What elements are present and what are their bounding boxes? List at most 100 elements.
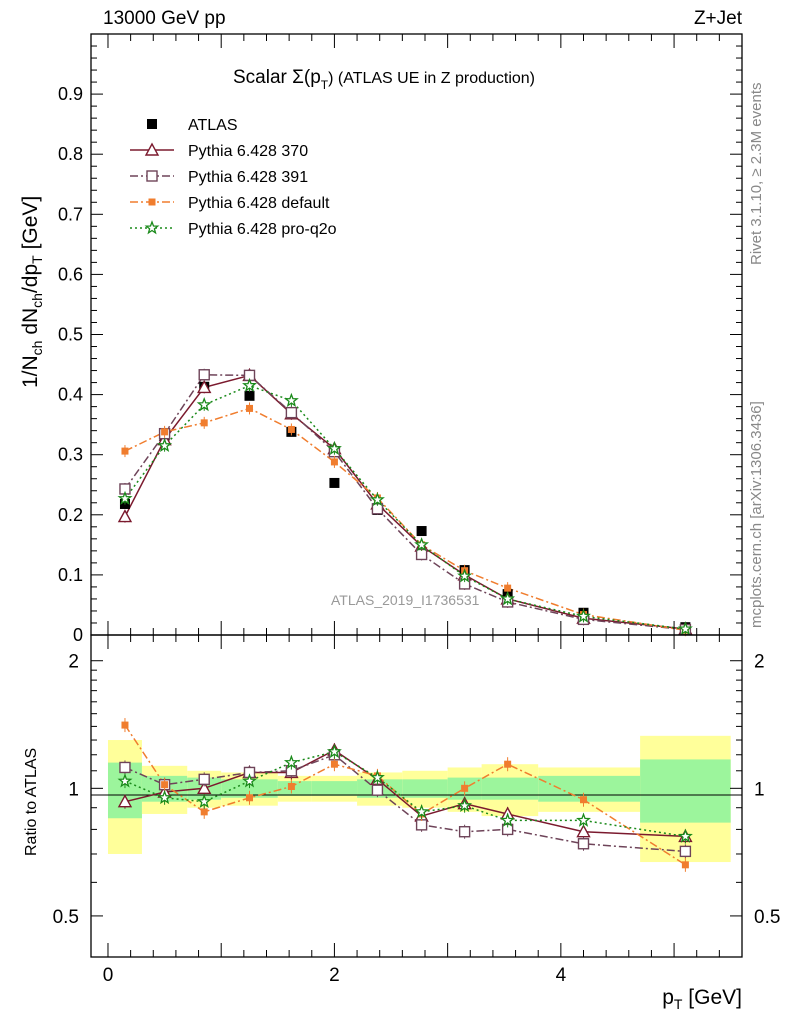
source-label: mcplots.cern.ch [arXiv:1306.3436] (748, 401, 765, 628)
series-1-ratio-line (124, 749, 686, 838)
ratio-y-tick-label: 2 (68, 652, 79, 673)
series-2-point (415, 548, 428, 561)
legend-series-3-label: Pythia 6.428 default (188, 195, 330, 212)
series-3-ratio-point (246, 794, 254, 802)
ratio-band-inner (311, 781, 358, 796)
legend-series-4-label: Pythia 6.428 pro-q2o (188, 221, 337, 238)
chart-title-main: Scalar Σ(p (233, 67, 321, 88)
series-1-ratio-point (197, 780, 212, 795)
series-2-ratio-point (679, 845, 692, 858)
legend-series-0-marker (147, 119, 157, 129)
series-4-point (677, 621, 693, 636)
series-2-ratio-point (119, 761, 131, 774)
series-4-point (457, 568, 473, 583)
y-tick-label: 0.7 (58, 204, 83, 224)
series-4-ratio-point (414, 804, 430, 819)
series-2-ratio-point (198, 773, 210, 786)
series-4-line (124, 384, 686, 630)
series-4-point (117, 490, 133, 505)
series-3-point (287, 425, 295, 433)
y-tick-label: 0.4 (58, 385, 83, 405)
ratio-y-tick-label: 1 (68, 779, 79, 800)
main-ticks: 0.1 0.2 0.3 0.4 0.5 0.6 0.7 0.8 0.9 0 (58, 34, 742, 645)
series-3-point (504, 584, 512, 592)
series-3-ratio-line (124, 724, 686, 866)
ratio-y-tick-label: 0.5 (53, 907, 79, 928)
series-4-ratio-point (500, 812, 516, 827)
main-lines (124, 374, 686, 631)
ratio-band-inner (481, 777, 539, 800)
series-2-ratio-point (371, 784, 384, 796)
series-4-ratio-point (196, 793, 212, 808)
watermark: ATLAS_2019_I1736531 (331, 592, 480, 608)
legend-series-2-marker (146, 170, 158, 182)
ratio-frame (90, 634, 743, 958)
ratio-panel: 0 2 4 0.5 0.5 1 1 2 2 (53, 634, 780, 986)
series-4-point (576, 608, 591, 623)
ratio-band-inner (640, 759, 731, 823)
series-2-point (198, 369, 210, 381)
series-4-point (157, 437, 173, 452)
x-tick-label: 2 (329, 965, 340, 986)
series-2-point (285, 406, 298, 419)
series-3-ratio-point (330, 760, 338, 768)
ratio-lines (124, 724, 686, 866)
series-4-point (196, 396, 212, 412)
series-2-ratio-point (415, 819, 428, 831)
legend-series-3-marker (148, 198, 156, 206)
ratio-axis-label: Ratio to ATLAS (23, 748, 40, 856)
y-tick-label: 0.5 (58, 325, 83, 345)
legend-series-1-marker (144, 142, 160, 156)
ratio-bands (107, 735, 731, 863)
ratio-band-inner (221, 779, 278, 798)
series-4-ratio-point (157, 789, 173, 805)
series-4-ratio-line (124, 750, 686, 838)
x-tick-label: 0 (103, 965, 114, 986)
series-4-point (326, 440, 342, 455)
header-right: Z+Jet (694, 8, 743, 29)
x-tick-label: 4 (556, 965, 567, 986)
y-tick-label: 0.1 (58, 565, 83, 585)
legend-series-0-label: ATLAS (188, 117, 238, 134)
series-3-point (161, 428, 169, 436)
series-1-ratio-point (117, 794, 133, 808)
y-axis-label: 1/Nch dNch/dpT [GeV] (19, 196, 45, 388)
main-markers (117, 367, 693, 637)
y-tick-label: 0.2 (58, 505, 83, 525)
series-3-ratio-point (504, 760, 512, 768)
series-0-point (244, 390, 255, 401)
y-tick-label: 0 (73, 625, 83, 645)
series-3-ratio-point (287, 782, 295, 790)
series-3-ratio-point (681, 861, 689, 869)
series-4-point (414, 537, 430, 552)
series-3-ratio-point (579, 796, 587, 804)
series-4-ratio-point (677, 828, 693, 843)
chart-title: Scalar Σ(pT) (ATLAS UE in Z production) (233, 67, 535, 92)
series-4-ratio-point (117, 773, 133, 788)
series-3-point (246, 404, 254, 412)
ratio-y-tick-label-right: 2 (754, 652, 765, 673)
series-3-ratio-point (461, 784, 469, 792)
series-3-ratio-point (161, 781, 169, 789)
series-4-point (369, 491, 385, 507)
y-tick-label: 0.9 (58, 84, 83, 104)
legend-series-1-label: Pythia 6.428 370 (188, 143, 308, 160)
rivet-label: Rivet 3.1.10, ≥ 2.3M events (748, 83, 765, 266)
series-4-point (283, 392, 299, 408)
series-1-point (117, 509, 133, 523)
series-3-ratio-point (121, 721, 129, 729)
y-tick-label: 0.8 (58, 144, 83, 164)
legend-series-2-label: Pythia 6.428 391 (188, 169, 308, 186)
ratio-ticks: 0 2 4 0.5 0.5 1 1 2 2 (53, 635, 780, 986)
series-2-line (124, 374, 686, 631)
series-2-ratio-point (577, 838, 590, 850)
ratio-band-inner (402, 779, 448, 798)
main-panel: 0.1 0.2 0.3 0.4 0.5 0.6 0.7 0.8 0.9 0 (58, 33, 743, 645)
series-4-ratio-point (457, 797, 473, 812)
series-4-ratio-point (283, 754, 299, 770)
series-2-ratio-point (458, 826, 471, 838)
x-axis-label: pT [GeV] (662, 986, 742, 1012)
series-4-ratio-point (242, 773, 257, 788)
header-left: 13000 GeV pp (103, 8, 226, 29)
